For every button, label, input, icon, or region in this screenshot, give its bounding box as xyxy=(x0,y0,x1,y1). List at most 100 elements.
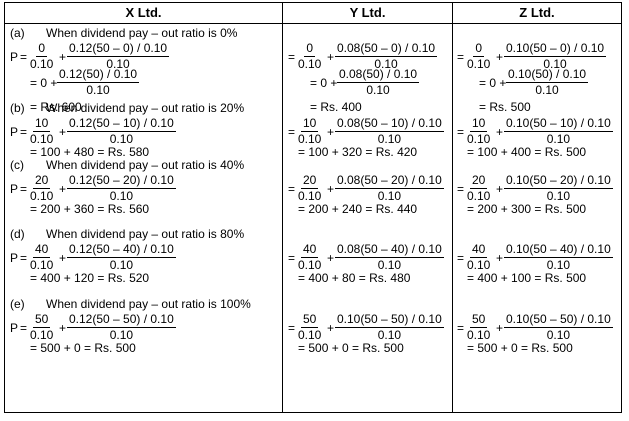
retained-earnings-fraction: 0.12(50 – 50) / 0.10 0.10 xyxy=(67,313,176,342)
plus-sign: + xyxy=(59,50,67,64)
retained-earnings-fraction: 0.10(50 – 50) / 0.10 0.10 xyxy=(504,313,613,342)
retained-earnings-fraction-denominator: 0.10 xyxy=(377,258,402,272)
scenario-label: (e) xyxy=(10,297,25,311)
retained-earnings-fraction-denominator: 0.10 xyxy=(546,258,571,272)
dividend-fraction-denominator: 0.10 xyxy=(30,258,54,272)
result-value: = Rs. 400 xyxy=(310,100,362,114)
retained-earnings-fraction: 0.08(50 – 0) / 0.10 0.10 xyxy=(335,41,438,71)
retained-earnings-fraction: 0.10(50 – 0) / 0.10 0.10 xyxy=(504,42,607,71)
equals-sign: = xyxy=(457,125,465,139)
result-value: = 400 + 80 = Rs. 480 xyxy=(298,271,411,285)
retained-earnings-fraction-numerator: 0.10(50 – 50) / 0.10 xyxy=(335,312,444,328)
price-symbol: P xyxy=(10,182,19,196)
simplified-fraction-denominator: 0.10 xyxy=(366,83,390,97)
header-y-ltd: Y Ltd. xyxy=(349,5,386,20)
equals-sign: = xyxy=(457,182,465,196)
result-value: = 200 + 240 = Rs. 440 xyxy=(298,202,418,216)
retained-earnings-fraction-denominator: 0.10 xyxy=(109,132,134,146)
price-symbol: P xyxy=(10,251,19,265)
simplified-fraction-denominator: 0.10 xyxy=(535,83,559,97)
retained-earnings-fraction: 0.08(50 – 40) / 0.10 0.10 xyxy=(335,243,444,272)
retained-earnings-fraction: 0.08(50 – 20) / 0.10 0.10 xyxy=(335,174,444,203)
result-value: = 100 + 400 = Rs. 500 xyxy=(467,145,587,159)
column-divider-1 xyxy=(282,2,283,413)
dividend-fraction-denominator: 0.10 xyxy=(467,189,491,203)
header-x-ltd: X Ltd. xyxy=(125,5,162,20)
dividend-fraction-numerator: 40 xyxy=(33,242,51,258)
simplified-fraction: 0.12(50) / 0.10 0.10 xyxy=(57,68,140,97)
retained-earnings-fraction-denominator: 0.10 xyxy=(374,57,398,71)
dividend-fraction-denominator: 0.10 xyxy=(298,258,322,272)
simplified-fraction: 0.10(50) / 0.10 0.10 xyxy=(506,67,589,97)
equals-sign: = xyxy=(457,50,465,64)
equals-sign: = xyxy=(20,50,28,64)
dividend-fraction-denominator: 0.10 xyxy=(467,132,491,146)
retained-earnings-fraction-denominator: 0.10 xyxy=(109,258,134,272)
dividend-fraction: 50 0.10 xyxy=(28,313,55,342)
table-border-right xyxy=(621,2,622,413)
intermediate-step: = 0 + xyxy=(479,76,507,90)
header-divider xyxy=(4,23,622,24)
dividend-fraction-denominator: 0.10 xyxy=(467,328,491,342)
dividend-fraction-denominator: 0.10 xyxy=(298,328,322,342)
dividend-fraction-denominator: 0.10 xyxy=(298,57,322,71)
price-symbol: P xyxy=(10,50,19,64)
retained-earnings-fraction-numerator: 0.10(50 – 10) / 0.10 xyxy=(504,116,613,132)
plus-sign: + xyxy=(327,321,335,335)
result-value: = 100 + 480 = Rs. 580 xyxy=(30,145,150,159)
scenario-title: When dividend pay – out ratio is 20% xyxy=(46,101,245,115)
result-value: = 100 + 320 = Rs. 420 xyxy=(298,145,418,159)
plus-sign: + xyxy=(327,50,335,64)
dividend-valuation-table: X Ltd. Y Ltd. Z Ltd. (a) When dividend pa… xyxy=(4,2,622,413)
equals-sign: = xyxy=(20,125,28,139)
dividend-fraction: 20 0.10 xyxy=(296,174,323,203)
scenario-title: When dividend pay – out ratio is 0% xyxy=(46,26,238,40)
column-divider-2 xyxy=(452,2,453,413)
retained-earnings-fraction-numerator: 0.10(50 – 40) / 0.10 xyxy=(504,242,613,258)
plus-sign: + xyxy=(59,321,67,335)
retained-earnings-fraction-numerator: 0.12(50 – 10) / 0.10 xyxy=(67,116,176,132)
table-border-top xyxy=(4,2,622,3)
dividend-fraction-numerator: 0 xyxy=(473,41,485,57)
intermediate-step: = 0 + xyxy=(30,76,58,90)
equals-sign: = xyxy=(288,182,296,196)
retained-earnings-fraction: 0.10(50 – 10) / 0.10 0.10 xyxy=(504,117,613,146)
dividend-fraction-denominator: 0.10 xyxy=(30,328,54,342)
dividend-fraction-numerator: 50 xyxy=(470,312,488,328)
dividend-fraction: 20 0.10 xyxy=(28,174,55,203)
dividend-fraction-denominator: 0.10 xyxy=(30,189,54,203)
equals-sign: = xyxy=(288,125,296,139)
retained-earnings-fraction-numerator: 0.08(50 – 0) / 0.10 xyxy=(335,41,438,57)
retained-earnings-fraction-denominator: 0.10 xyxy=(109,328,134,342)
plus-sign: + xyxy=(496,182,504,196)
equals-sign: = xyxy=(288,251,296,265)
equals-sign: = xyxy=(20,251,28,265)
scenario-label: (b) xyxy=(10,101,25,115)
retained-earnings-fraction-denominator: 0.10 xyxy=(546,189,571,203)
result-value: = Rs. 500 xyxy=(479,100,531,114)
equals-sign: = xyxy=(457,251,465,265)
result-value: = Rs. 600 xyxy=(30,100,82,114)
retained-earnings-fraction: 0.12(50 – 20) / 0.10 0.10 xyxy=(67,174,176,203)
retained-earnings-fraction-denominator: 0.10 xyxy=(377,189,402,203)
retained-earnings-fraction-denominator: 0.10 xyxy=(543,57,567,71)
dividend-fraction-numerator: 50 xyxy=(301,312,319,328)
retained-earnings-fraction-numerator: 0.12(50 – 50) / 0.10 xyxy=(67,312,176,328)
scenario-title: When dividend pay – out ratio is 40% xyxy=(46,158,245,172)
price-symbol: P xyxy=(10,321,19,335)
retained-earnings-fraction-denominator: 0.10 xyxy=(377,132,402,146)
retained-earnings-fraction-numerator: 0.12(50 – 20) / 0.10 xyxy=(67,173,176,189)
intermediate-step: = 0 + xyxy=(310,76,338,90)
simplified-fraction-numerator: 0.10(50) / 0.10 xyxy=(506,67,589,83)
result-value: = 400 + 120 = Rs. 520 xyxy=(30,271,150,285)
retained-earnings-fraction-denominator: 0.10 xyxy=(106,57,130,71)
result-value: = 500 + 0 = Rs. 500 xyxy=(467,341,573,355)
result-value: = 500 + 0 = Rs. 500 xyxy=(298,341,404,355)
dividend-fraction-denominator: 0.10 xyxy=(467,258,491,272)
dividend-fraction: 10 0.10 xyxy=(465,117,492,146)
retained-earnings-fraction-numerator: 0.10(50 – 50) / 0.10 xyxy=(504,312,613,328)
dividend-fraction-denominator: 0.10 xyxy=(467,57,491,71)
plus-sign: + xyxy=(496,251,504,265)
retained-earnings-fraction-denominator: 0.10 xyxy=(109,189,134,203)
dividend-fraction: 0 0.10 xyxy=(28,42,55,71)
